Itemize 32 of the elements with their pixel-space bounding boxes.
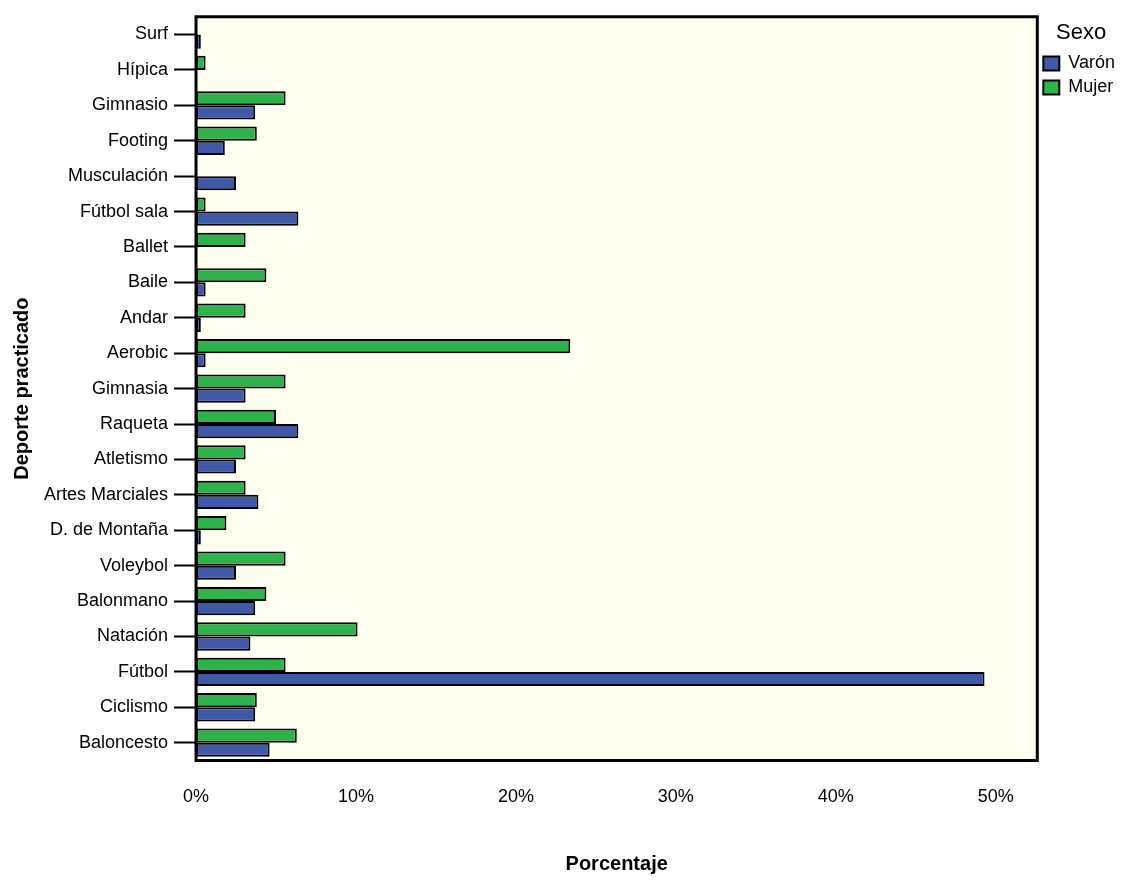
y-tick-label: Hípica [117, 58, 170, 79]
y-tick-label: Aerobic [107, 342, 169, 363]
y-tick-label: Voleybol [99, 554, 169, 575]
x-tick-label: 30% [657, 786, 694, 807]
x-tick-label: 20% [497, 786, 534, 807]
y-tick-label: Ballet [123, 235, 169, 256]
legend-label: Varón [1068, 52, 1116, 73]
x-tick-label: 50% [977, 786, 1014, 807]
y-tick-label: Baile [128, 271, 169, 292]
y-axis-title: Deporte practicado [9, 297, 32, 480]
y-tick-label: Fútbol [118, 660, 169, 681]
y-tick-label: Andar [119, 306, 169, 327]
y-tick-label: Surf [135, 23, 170, 44]
y-tick-label: Atletismo [94, 448, 169, 469]
x-tick-label: 40% [817, 786, 854, 807]
y-tick-label: D. de Montaña [49, 519, 170, 540]
y-tick-label: Gimnasio [92, 94, 169, 115]
y-tick-label: Musculación [67, 165, 169, 186]
y-tick-label: Artes Marciales [44, 483, 169, 504]
x-tick-label: 10% [337, 786, 374, 807]
x-axis-title: Porcentaje [565, 851, 668, 874]
legend-title: Sexo [1056, 19, 1107, 45]
legend-label: Mujer [1068, 76, 1114, 97]
y-tick-label: Fútbol sala [79, 200, 170, 221]
y-tick-label: Natación [96, 625, 169, 646]
y-tick-label: Gimnasia [92, 377, 170, 398]
y-tick-label: Raqueta [99, 412, 170, 433]
y-tick-label: Baloncesto [78, 731, 169, 752]
y-tick-label: Balonmano [76, 590, 169, 611]
y-tick-label: Footing [107, 129, 169, 150]
y-tick-label: Ciclismo [100, 696, 169, 717]
x-tick-label: 0% [183, 786, 210, 807]
